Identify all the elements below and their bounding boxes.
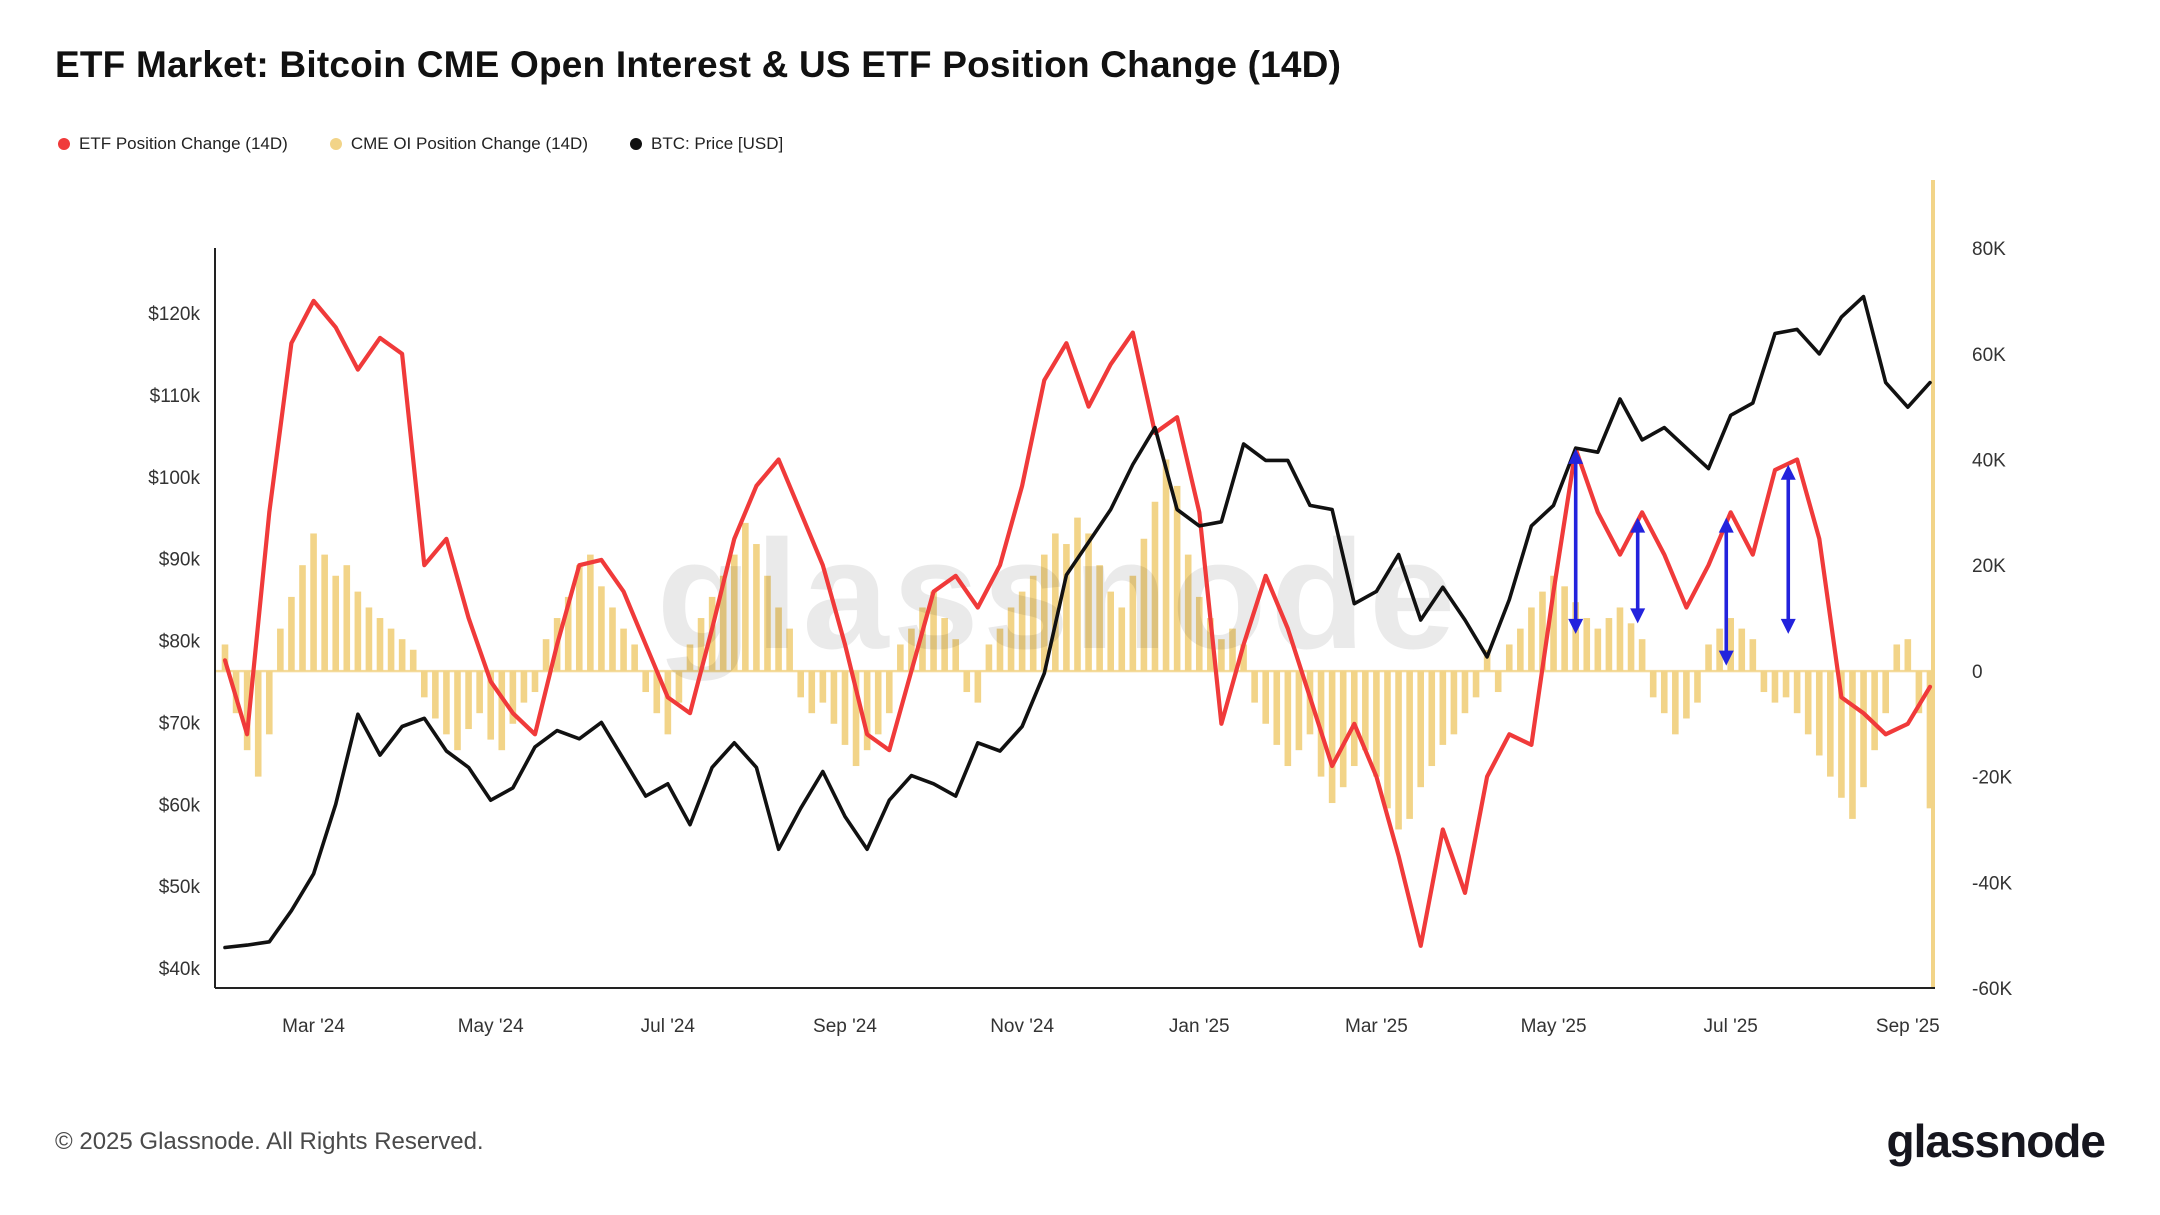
x-axis-tick: Sep '24 — [813, 1016, 877, 1037]
legend-dot-icon — [58, 138, 70, 150]
cme-oi-bars — [221, 459, 1934, 830]
right-axis-tick: 80K — [1972, 239, 2006, 260]
copyright-text: © 2025 Glassnode. All Rights Reserved. — [55, 1128, 484, 1155]
right-axis-tick: 60K — [1972, 345, 2006, 366]
right-axis-tick: -40K — [1972, 873, 2012, 894]
x-axis-tick: Jan '25 — [1169, 1016, 1230, 1037]
x-axis-tick: Nov '24 — [990, 1016, 1054, 1037]
divergence-arrows — [1568, 448, 1796, 666]
x-axis-tick: Jul '25 — [1704, 1016, 1758, 1037]
right-axis-tick: 40K — [1972, 450, 2006, 471]
right-axis-tick: 0 — [1972, 662, 1983, 683]
left-axis-tick: $70k — [159, 713, 201, 734]
btc-price-line — [223, 294, 1932, 950]
left-axis-tick: $80k — [159, 632, 201, 653]
left-axis-tick: $50k — [159, 877, 201, 898]
axis-tick-labels: $40k $50k $60k $70k $80k $90k $100k $110k $120k -… — [148, 239, 2012, 1037]
legend-item-label: BTC: Price [USD] — [650, 134, 784, 153]
legend: ETF Position Change (14D) CME OI Position… — [58, 134, 783, 154]
legend-item-0[interactable]: ETF Position Change (14D) — [58, 134, 288, 154]
x-axis-tick: Sep '25 — [1876, 1016, 1940, 1037]
x-axis-tick: Mar '24 — [282, 1016, 345, 1037]
legend-item-1[interactable]: CME OI Position Change (14D) — [329, 134, 588, 154]
chart-title: ETF Market: Bitcoin CME Open Interest & … — [55, 44, 1342, 85]
left-axis-tick: $100k — [148, 468, 200, 489]
left-axis-tick: $120k — [148, 304, 200, 325]
etf-position-change-line — [222, 298, 1933, 948]
legend-item-label: ETF Position Change (14D) — [79, 134, 288, 153]
x-axis-tick: Mar '25 — [1345, 1016, 1408, 1037]
legend-dot-icon — [329, 138, 342, 150]
x-axis-tick: May '25 — [1521, 1016, 1587, 1037]
left-axis-tick: $60k — [159, 795, 201, 816]
left-axis-tick: $40k — [159, 959, 201, 980]
right-axis-tick: -60K — [1972, 979, 2012, 1000]
axes — [214, 248, 1935, 989]
glassnode-logo: glassnode — [1886, 1115, 2106, 1167]
right-axis-tick: 20K — [1972, 556, 2006, 577]
right-axis-tick: -20K — [1972, 768, 2012, 789]
glassnode-watermark: glassnode — [657, 508, 1460, 681]
x-axis-tick: May '24 — [458, 1016, 524, 1037]
left-axis-tick: $90k — [159, 550, 201, 571]
zero-baseline — [215, 669, 1935, 673]
legend-item-label: CME OI Position Change (14D) — [350, 134, 588, 153]
x-axis-tick: Jul '24 — [641, 1016, 696, 1037]
legend-dot-icon — [629, 138, 642, 150]
legend-item-2[interactable]: BTC: Price [USD] — [629, 134, 784, 154]
left-axis-tick: $110k — [150, 386, 201, 407]
